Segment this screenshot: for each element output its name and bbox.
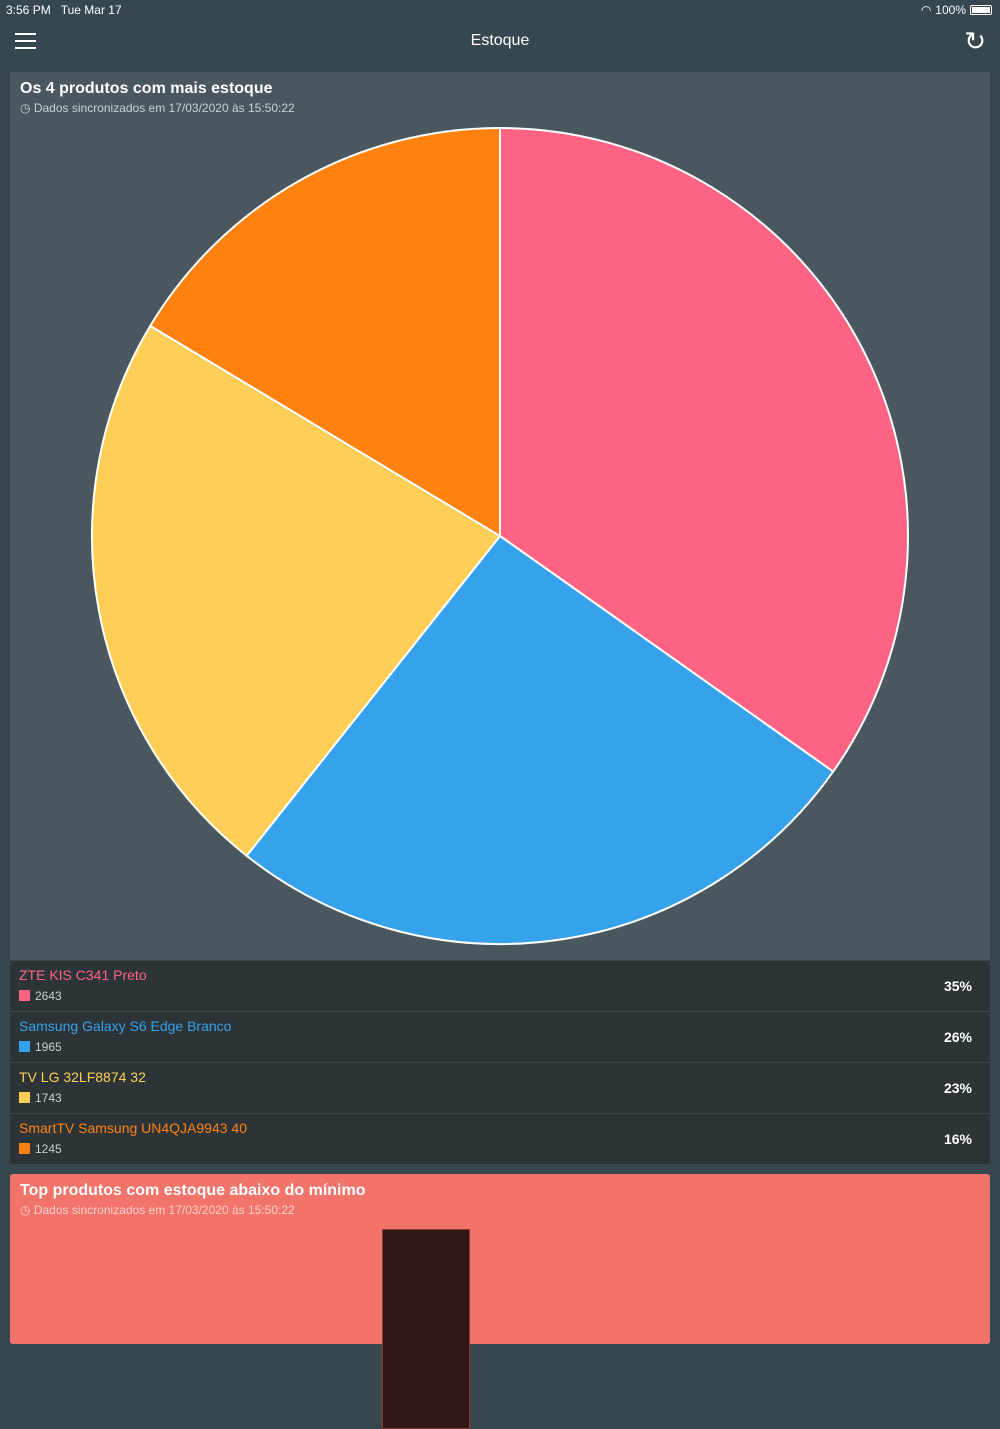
product-name: Samsung Galaxy S6 Edge Branco bbox=[19, 1018, 232, 1034]
status-time: 3:56 PM Tue Mar 17 bbox=[6, 3, 122, 17]
pie-slice[interactable] bbox=[245, 534, 835, 945]
legend-row[interactable]: SmartTV Samsung UN4QJA9943 40 1245 16% bbox=[10, 1113, 990, 1164]
pie-slice[interactable] bbox=[499, 126, 909, 773]
percent-label: 26% bbox=[943, 1029, 972, 1045]
product-name: ZTE KIS C341 Preto bbox=[19, 967, 147, 983]
battery-icon bbox=[970, 5, 992, 15]
product-name: SmartTV Samsung UN4QJA9943 40 bbox=[19, 1120, 247, 1136]
top-stock-card: Os 4 produtos com mais estoque ◷ Dados s… bbox=[10, 72, 990, 1164]
card-title: Os 4 produtos com mais estoque bbox=[20, 80, 273, 97]
legend-row[interactable]: TV LG 32LF8874 32 1743 23% bbox=[10, 1062, 990, 1113]
stock-value: 1743 bbox=[35, 1091, 62, 1105]
legend-row[interactable]: ZTE KIS C341 Preto 2643 35% bbox=[10, 960, 990, 1011]
percent-label: 16% bbox=[943, 1131, 972, 1147]
pie-chart bbox=[91, 126, 909, 945]
color-swatch bbox=[19, 1092, 30, 1103]
sync-text: ◷ Dados sincronizados em 17/03/2020 às 1… bbox=[20, 1203, 295, 1217]
pie-slice[interactable] bbox=[91, 324, 502, 858]
product-name: TV LG 32LF8874 32 bbox=[19, 1069, 146, 1085]
below-minimum-card: Top produtos com estoque abaixo do mínim… bbox=[10, 1174, 990, 1429]
sync-text: ◷ Dados sincronizados em 17/03/2020 às 1… bbox=[20, 101, 295, 115]
legend-row[interactable]: Samsung Galaxy S6 Edge Branco 1965 26% bbox=[10, 1011, 990, 1062]
wifi-icon: ◠ bbox=[920, 3, 932, 17]
clock-icon: ◷ bbox=[20, 1203, 31, 1217]
chart-legend: ZTE KIS C341 Preto 2643 35% Samsung Galaxy … bbox=[10, 960, 990, 1164]
percent-label: 23% bbox=[943, 1080, 972, 1096]
pie-slice[interactable] bbox=[148, 126, 501, 538]
battery-percent: 100% bbox=[935, 3, 966, 17]
nav-bar: Estoque ↻ bbox=[0, 20, 1000, 62]
chart-bar bbox=[382, 1229, 470, 1429]
stock-value: 1245 bbox=[35, 1142, 62, 1156]
color-swatch bbox=[19, 1143, 30, 1154]
stock-value: 2643 bbox=[35, 989, 62, 1003]
percent-label: 35% bbox=[943, 978, 972, 994]
menu-icon[interactable] bbox=[15, 33, 36, 54]
page-title: Estoque bbox=[470, 32, 530, 49]
refresh-icon[interactable]: ↻ bbox=[964, 26, 986, 56]
status-bar: 3:56 PM Tue Mar 17 ◠ 100% bbox=[0, 0, 1000, 20]
stock-value: 1965 bbox=[35, 1040, 62, 1054]
clock-icon: ◷ bbox=[20, 101, 31, 115]
card-title: Top produtos com estoque abaixo do mínim… bbox=[20, 1182, 366, 1199]
color-swatch bbox=[19, 1041, 30, 1052]
color-swatch bbox=[19, 990, 30, 1001]
